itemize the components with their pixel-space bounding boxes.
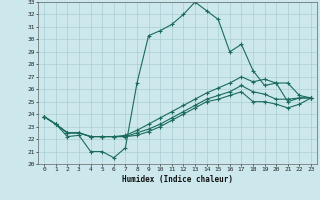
X-axis label: Humidex (Indice chaleur): Humidex (Indice chaleur) [122,175,233,184]
